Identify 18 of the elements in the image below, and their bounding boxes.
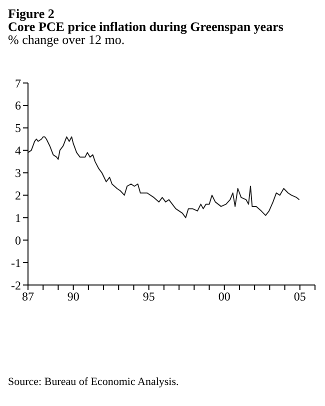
y-tick-label: 5: [15, 121, 21, 136]
y-tick-label: 6: [15, 98, 21, 113]
y-tick-label: 1: [15, 210, 21, 225]
x-tick-label: 87: [22, 290, 34, 304]
x-tick-label: 05: [294, 290, 306, 304]
x-tick-label: 90: [67, 290, 80, 304]
chart-title: Figure 2 Core PCE price inflation during Greenspan years: [8, 6, 284, 34]
x-tick-label: 00: [218, 290, 230, 304]
y-tick-label: 4: [15, 144, 21, 158]
y-tick-label: 7: [15, 76, 21, 90]
y-tick-label: 0: [15, 233, 21, 248]
line-series: [28, 136, 300, 218]
source-note: Source: Bureau of Economic Analysis.: [8, 376, 179, 388]
y-tick-label: -2: [11, 278, 21, 292]
y-tick-label: -1: [11, 256, 21, 270]
x-tick-label: 95: [142, 290, 155, 304]
y-tick-label: 3: [15, 166, 21, 180]
y-tick-label: 2: [15, 188, 21, 202]
